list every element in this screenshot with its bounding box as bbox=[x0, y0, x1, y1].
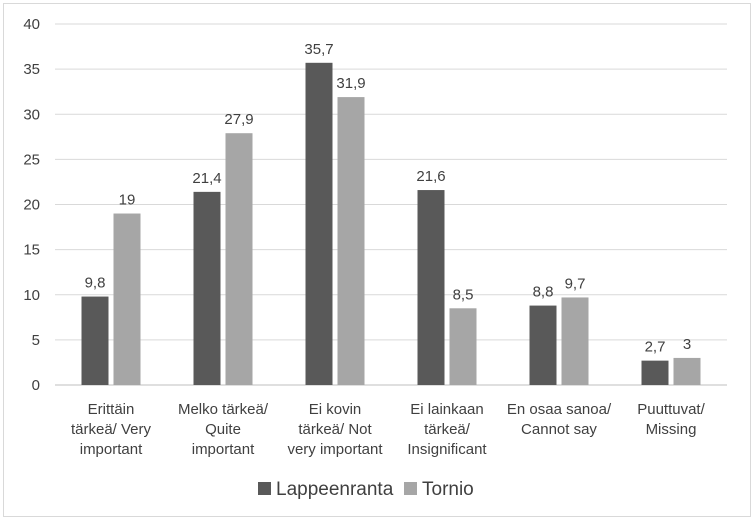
bar-lappeenranta-1 bbox=[193, 191, 221, 385]
legend-swatch-lappeenranta bbox=[258, 482, 271, 495]
y-axis-tick-labels: 0 5 10 15 20 25 30 35 40 bbox=[23, 16, 40, 394]
category-label-line: Cannot say bbox=[521, 421, 597, 438]
data-label-lappeenranta-3: 21,6 bbox=[416, 168, 445, 185]
gridlines bbox=[55, 23, 727, 386]
category-label-line: tärkeä/ bbox=[424, 421, 471, 438]
bar-tornio-1 bbox=[225, 133, 253, 385]
y-tick-label: 5 bbox=[32, 332, 40, 349]
y-tick-label: 0 bbox=[32, 377, 40, 394]
category-label: Puuttuvat/Missing bbox=[637, 401, 705, 438]
y-tick-label: 25 bbox=[23, 151, 40, 168]
category-label-line: Missing bbox=[646, 421, 697, 438]
bar-lappeenranta-0 bbox=[81, 296, 109, 385]
data-label-lappeenranta-4: 8,8 bbox=[533, 284, 554, 301]
data-label-lappeenranta-0: 9,8 bbox=[85, 275, 106, 292]
category-label-line: Puuttuvat/ bbox=[637, 401, 705, 418]
data-label-tornio-5: 3 bbox=[683, 336, 691, 353]
category-label: Melko tärkeä/Quite important bbox=[178, 401, 269, 458]
data-labels: 9,8 21,4 35,7 21,6 8,8 2,7 19 27,9 31,9 8,5 9,7 3 bbox=[85, 41, 692, 356]
bar-tornio-0 bbox=[113, 213, 141, 385]
data-label-tornio-2: 31,9 bbox=[336, 75, 365, 92]
data-label-lappeenranta-2: 35,7 bbox=[304, 41, 333, 58]
legend: Lappeenranta Tornio bbox=[258, 479, 474, 500]
y-tick-label: 40 bbox=[23, 16, 40, 33]
category-label-line: Ei lainkaan bbox=[410, 401, 483, 418]
category-label-line: Ei kovin bbox=[309, 401, 362, 418]
bar-tornio-3 bbox=[449, 308, 477, 385]
category-label: En osaa sanoa/Cannot say bbox=[507, 401, 612, 438]
y-tick-label: 20 bbox=[23, 197, 40, 214]
bar-lappeenranta-5 bbox=[641, 360, 669, 385]
category-label-line: Melko tärkeä/ bbox=[178, 401, 269, 418]
category-label-line: En osaa sanoa/ bbox=[507, 401, 612, 418]
bar-lappeenranta-2 bbox=[305, 62, 333, 386]
bars bbox=[81, 62, 701, 386]
data-label-tornio-3: 8,5 bbox=[453, 286, 474, 303]
bar-tornio-2 bbox=[337, 97, 365, 385]
data-label-lappeenranta-5: 2,7 bbox=[645, 339, 666, 356]
y-tick-label: 10 bbox=[23, 287, 40, 304]
category-label-line: Quite bbox=[205, 421, 241, 438]
legend-label-lappeenranta: Lappeenranta bbox=[276, 479, 394, 500]
data-label-lappeenranta-1: 21,4 bbox=[192, 170, 221, 187]
category-label-line: important bbox=[192, 441, 255, 458]
category-label-line: important bbox=[80, 441, 143, 458]
category-label-line: Insignificant bbox=[407, 441, 487, 458]
category-label: Ei kovin tärkeä/ Not very important bbox=[287, 401, 383, 458]
data-label-tornio-1: 27,9 bbox=[224, 111, 253, 128]
bar-lappeenranta-4 bbox=[529, 305, 557, 385]
data-label-tornio-0: 19 bbox=[119, 192, 136, 209]
category-label: Erittäin tärkeä/ Very important bbox=[71, 401, 152, 458]
bar-lappeenranta-3 bbox=[417, 190, 445, 385]
bar-tornio-5 bbox=[673, 357, 701, 385]
y-tick-label: 15 bbox=[23, 242, 40, 259]
y-tick-label: 30 bbox=[23, 106, 40, 123]
category-label-line: tärkeä/ Not bbox=[298, 421, 372, 438]
data-label-tornio-4: 9,7 bbox=[565, 275, 586, 292]
legend-swatch-tornio bbox=[404, 482, 417, 495]
category-label-line: very important bbox=[287, 441, 383, 458]
category-label-line: tärkeä/ Very bbox=[71, 421, 152, 438]
bar-tornio-4 bbox=[561, 297, 589, 385]
category-label-line: Erittäin bbox=[88, 401, 135, 418]
category-label: Ei lainkaan tärkeä/Insignificant bbox=[407, 401, 487, 458]
legend-label-tornio: Tornio bbox=[422, 479, 474, 500]
y-tick-label: 35 bbox=[23, 61, 40, 78]
